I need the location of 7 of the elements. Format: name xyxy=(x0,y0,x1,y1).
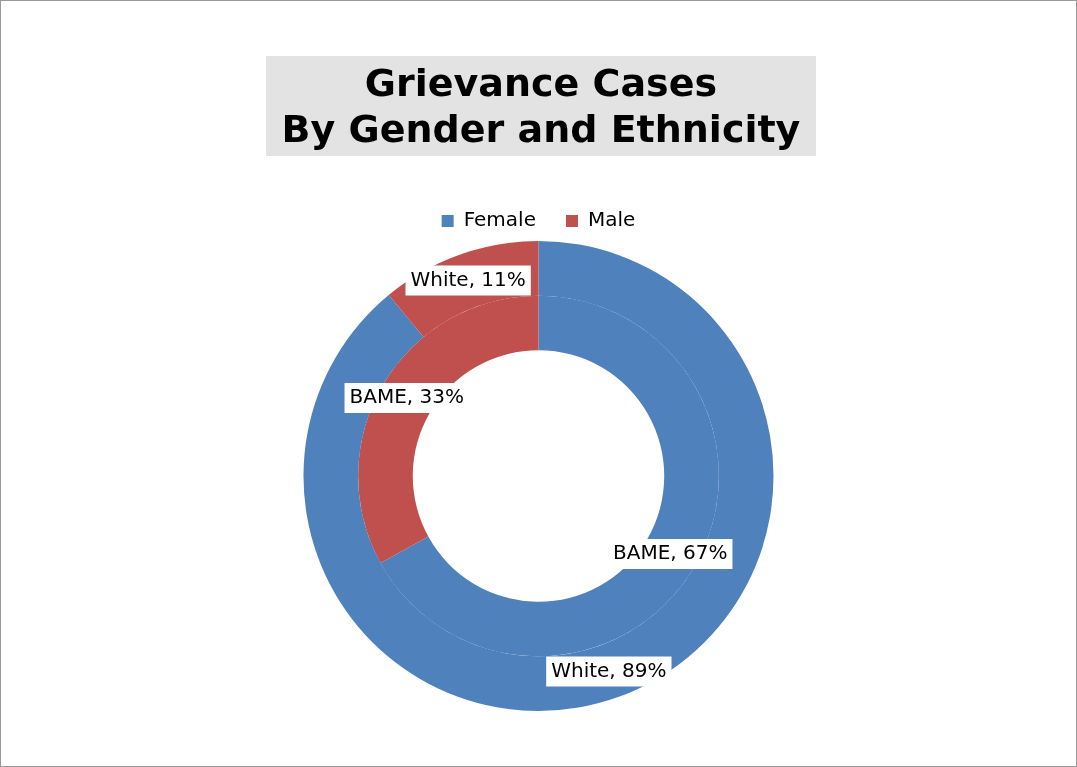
chart-title: Grievance Cases By Gender and Ethnicity xyxy=(266,56,816,156)
data-label: BAME, 33% xyxy=(349,384,464,409)
legend-label: Male xyxy=(587,207,636,232)
data-label: White, 11% xyxy=(410,266,526,291)
data-label: White, 89% xyxy=(551,657,667,682)
legend-label: Female xyxy=(463,207,536,232)
data-label: BAME, 67% xyxy=(613,540,728,565)
